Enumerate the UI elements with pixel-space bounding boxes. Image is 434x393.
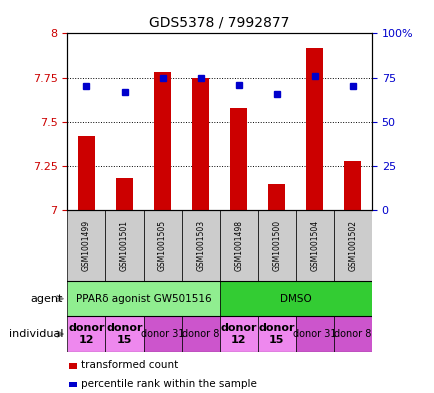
Bar xyxy=(116,178,133,210)
Bar xyxy=(295,316,333,352)
Bar xyxy=(257,210,295,281)
Bar xyxy=(67,281,219,316)
Bar xyxy=(143,316,181,352)
Text: GSM1001505: GSM1001505 xyxy=(158,220,167,271)
Bar xyxy=(219,316,257,352)
Bar xyxy=(105,210,143,281)
Bar xyxy=(257,316,295,352)
Bar xyxy=(78,136,95,210)
Text: donor 8: donor 8 xyxy=(333,329,371,339)
Text: PPARδ agonist GW501516: PPARδ agonist GW501516 xyxy=(76,294,211,304)
Text: GSM1001504: GSM1001504 xyxy=(309,220,319,271)
Text: GSM1001502: GSM1001502 xyxy=(348,220,357,271)
Bar xyxy=(333,210,371,281)
Bar xyxy=(219,210,257,281)
Bar xyxy=(67,316,105,352)
Bar xyxy=(105,316,143,352)
Text: percentile rank within the sample: percentile rank within the sample xyxy=(81,379,256,389)
Bar xyxy=(143,210,181,281)
Text: donor
15: donor 15 xyxy=(258,323,294,345)
Bar xyxy=(181,210,219,281)
Bar xyxy=(67,210,105,281)
Text: GSM1001500: GSM1001500 xyxy=(272,220,281,271)
Text: GSM1001503: GSM1001503 xyxy=(196,220,205,271)
Text: donor
15: donor 15 xyxy=(106,323,142,345)
Bar xyxy=(181,316,219,352)
Bar xyxy=(192,78,209,210)
Bar xyxy=(69,363,77,369)
Text: donor
12: donor 12 xyxy=(220,323,256,345)
Bar xyxy=(268,184,285,210)
Text: transformed count: transformed count xyxy=(81,360,178,370)
Bar xyxy=(69,382,77,387)
Text: individual: individual xyxy=(9,329,63,339)
Title: GDS5378 / 7992877: GDS5378 / 7992877 xyxy=(149,15,289,29)
Text: donor 31: donor 31 xyxy=(141,329,184,339)
Text: GSM1001498: GSM1001498 xyxy=(233,220,243,271)
Text: GSM1001499: GSM1001499 xyxy=(82,220,91,271)
Text: donor
12: donor 12 xyxy=(68,323,105,345)
Text: donor 8: donor 8 xyxy=(181,329,219,339)
Text: donor 31: donor 31 xyxy=(293,329,336,339)
Bar xyxy=(295,210,333,281)
Text: DMSO: DMSO xyxy=(279,294,311,304)
Bar xyxy=(344,161,361,210)
Bar xyxy=(306,48,322,210)
Bar xyxy=(154,72,171,210)
Bar xyxy=(219,281,371,316)
Text: GSM1001501: GSM1001501 xyxy=(120,220,129,271)
Bar xyxy=(230,108,247,210)
Text: agent: agent xyxy=(31,294,63,304)
Bar xyxy=(333,316,371,352)
